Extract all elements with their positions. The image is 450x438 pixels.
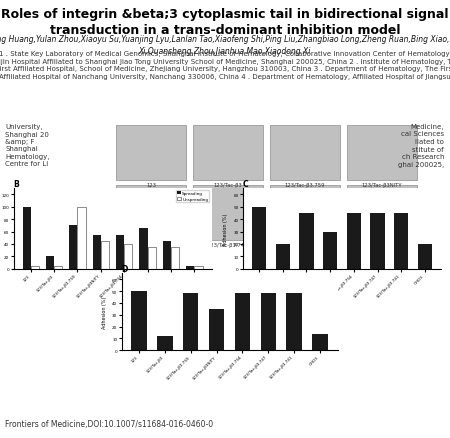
- Y-axis label: Adhesion (%): Adhesion (%): [102, 296, 107, 328]
- Bar: [116, 126, 186, 180]
- Bar: [131, 291, 147, 350]
- Text: 123/Tac-β3.747: 123/Tac-β3.747: [208, 243, 248, 247]
- Bar: [77, 207, 86, 269]
- Text: 123/Tac-β3.754: 123/Tac-β3.754: [131, 243, 171, 247]
- Bar: [299, 213, 314, 269]
- Bar: [101, 241, 109, 269]
- Text: B: B: [14, 179, 19, 188]
- Bar: [157, 336, 173, 350]
- Bar: [116, 235, 124, 269]
- Text: Medicine,
cal Sciences
liated to
stitute of
ch Research
ghai 200025,: Medicine, cal Sciences liated to stitute…: [398, 124, 444, 167]
- Text: C: C: [243, 179, 249, 188]
- Bar: [270, 186, 340, 240]
- Bar: [194, 266, 202, 269]
- Bar: [347, 186, 417, 240]
- Bar: [186, 266, 194, 269]
- Bar: [347, 213, 361, 269]
- Bar: [209, 309, 225, 350]
- Bar: [69, 226, 77, 269]
- Bar: [163, 241, 171, 269]
- Bar: [171, 247, 179, 269]
- Text: D: D: [122, 265, 128, 274]
- Bar: [116, 186, 186, 240]
- Text: 123: 123: [146, 183, 156, 187]
- Text: 123/Tac-β3.741: 123/Tac-β3.741: [285, 243, 325, 247]
- Bar: [148, 247, 156, 269]
- Bar: [286, 294, 302, 350]
- Bar: [124, 244, 132, 269]
- Bar: [93, 235, 101, 269]
- Bar: [193, 186, 263, 240]
- Bar: [140, 229, 148, 269]
- Text: Jiansong Huang,Yulan Zhou,Xiaoyu Su,Yuanjing Lyu,Lanlan Tao,Xiaofeng Shi,Ping Li: Jiansong Huang,Yulan Zhou,Xiaoyu Su,Yuan…: [0, 35, 450, 56]
- Bar: [31, 266, 39, 269]
- Bar: [252, 207, 266, 269]
- Text: 123/Tac-β3.759: 123/Tac-β3.759: [285, 183, 325, 187]
- Bar: [418, 244, 432, 269]
- Bar: [22, 207, 31, 269]
- Bar: [347, 126, 417, 180]
- Bar: [234, 294, 250, 350]
- Text: Roles of integrin &beta;3 cytoplasmic tail in bidirectional signal
transduction : Roles of integrin &beta;3 cytoplasmic ta…: [1, 8, 449, 37]
- Bar: [323, 232, 337, 269]
- Bar: [54, 266, 62, 269]
- Text: 123/Tac-β3: 123/Tac-β3: [214, 183, 243, 187]
- Legend: Spreading, Unspreading: Spreading, Unspreading: [176, 191, 209, 203]
- Text: 1 . State Key Laboratory of Medical Genomics, Shanghai Institute of Hematology, : 1 . State Key Laboratory of Medical Geno…: [0, 51, 450, 79]
- Y-axis label: Adhesion (%): Adhesion (%): [223, 213, 228, 245]
- Text: Frontiers of Medicine,DOI:10.1007/s11684-016-0460-0: Frontiers of Medicine,DOI:10.1007/s11684…: [5, 419, 213, 428]
- Text: CHO: CHO: [376, 243, 388, 247]
- Bar: [261, 294, 276, 350]
- Bar: [276, 244, 290, 269]
- Bar: [193, 126, 263, 180]
- Text: 123/Tac-β3NITY: 123/Tac-β3NITY: [362, 183, 402, 187]
- Bar: [312, 334, 328, 350]
- Bar: [394, 213, 408, 269]
- Bar: [46, 257, 54, 269]
- Text: University,
Shanghai 20
&amp; F
Shanghai
Hematology,
Centre for Li: University, Shanghai 20 &amp; F Shanghai…: [5, 124, 50, 167]
- Bar: [183, 294, 198, 350]
- Bar: [370, 213, 385, 269]
- Bar: [270, 126, 340, 180]
